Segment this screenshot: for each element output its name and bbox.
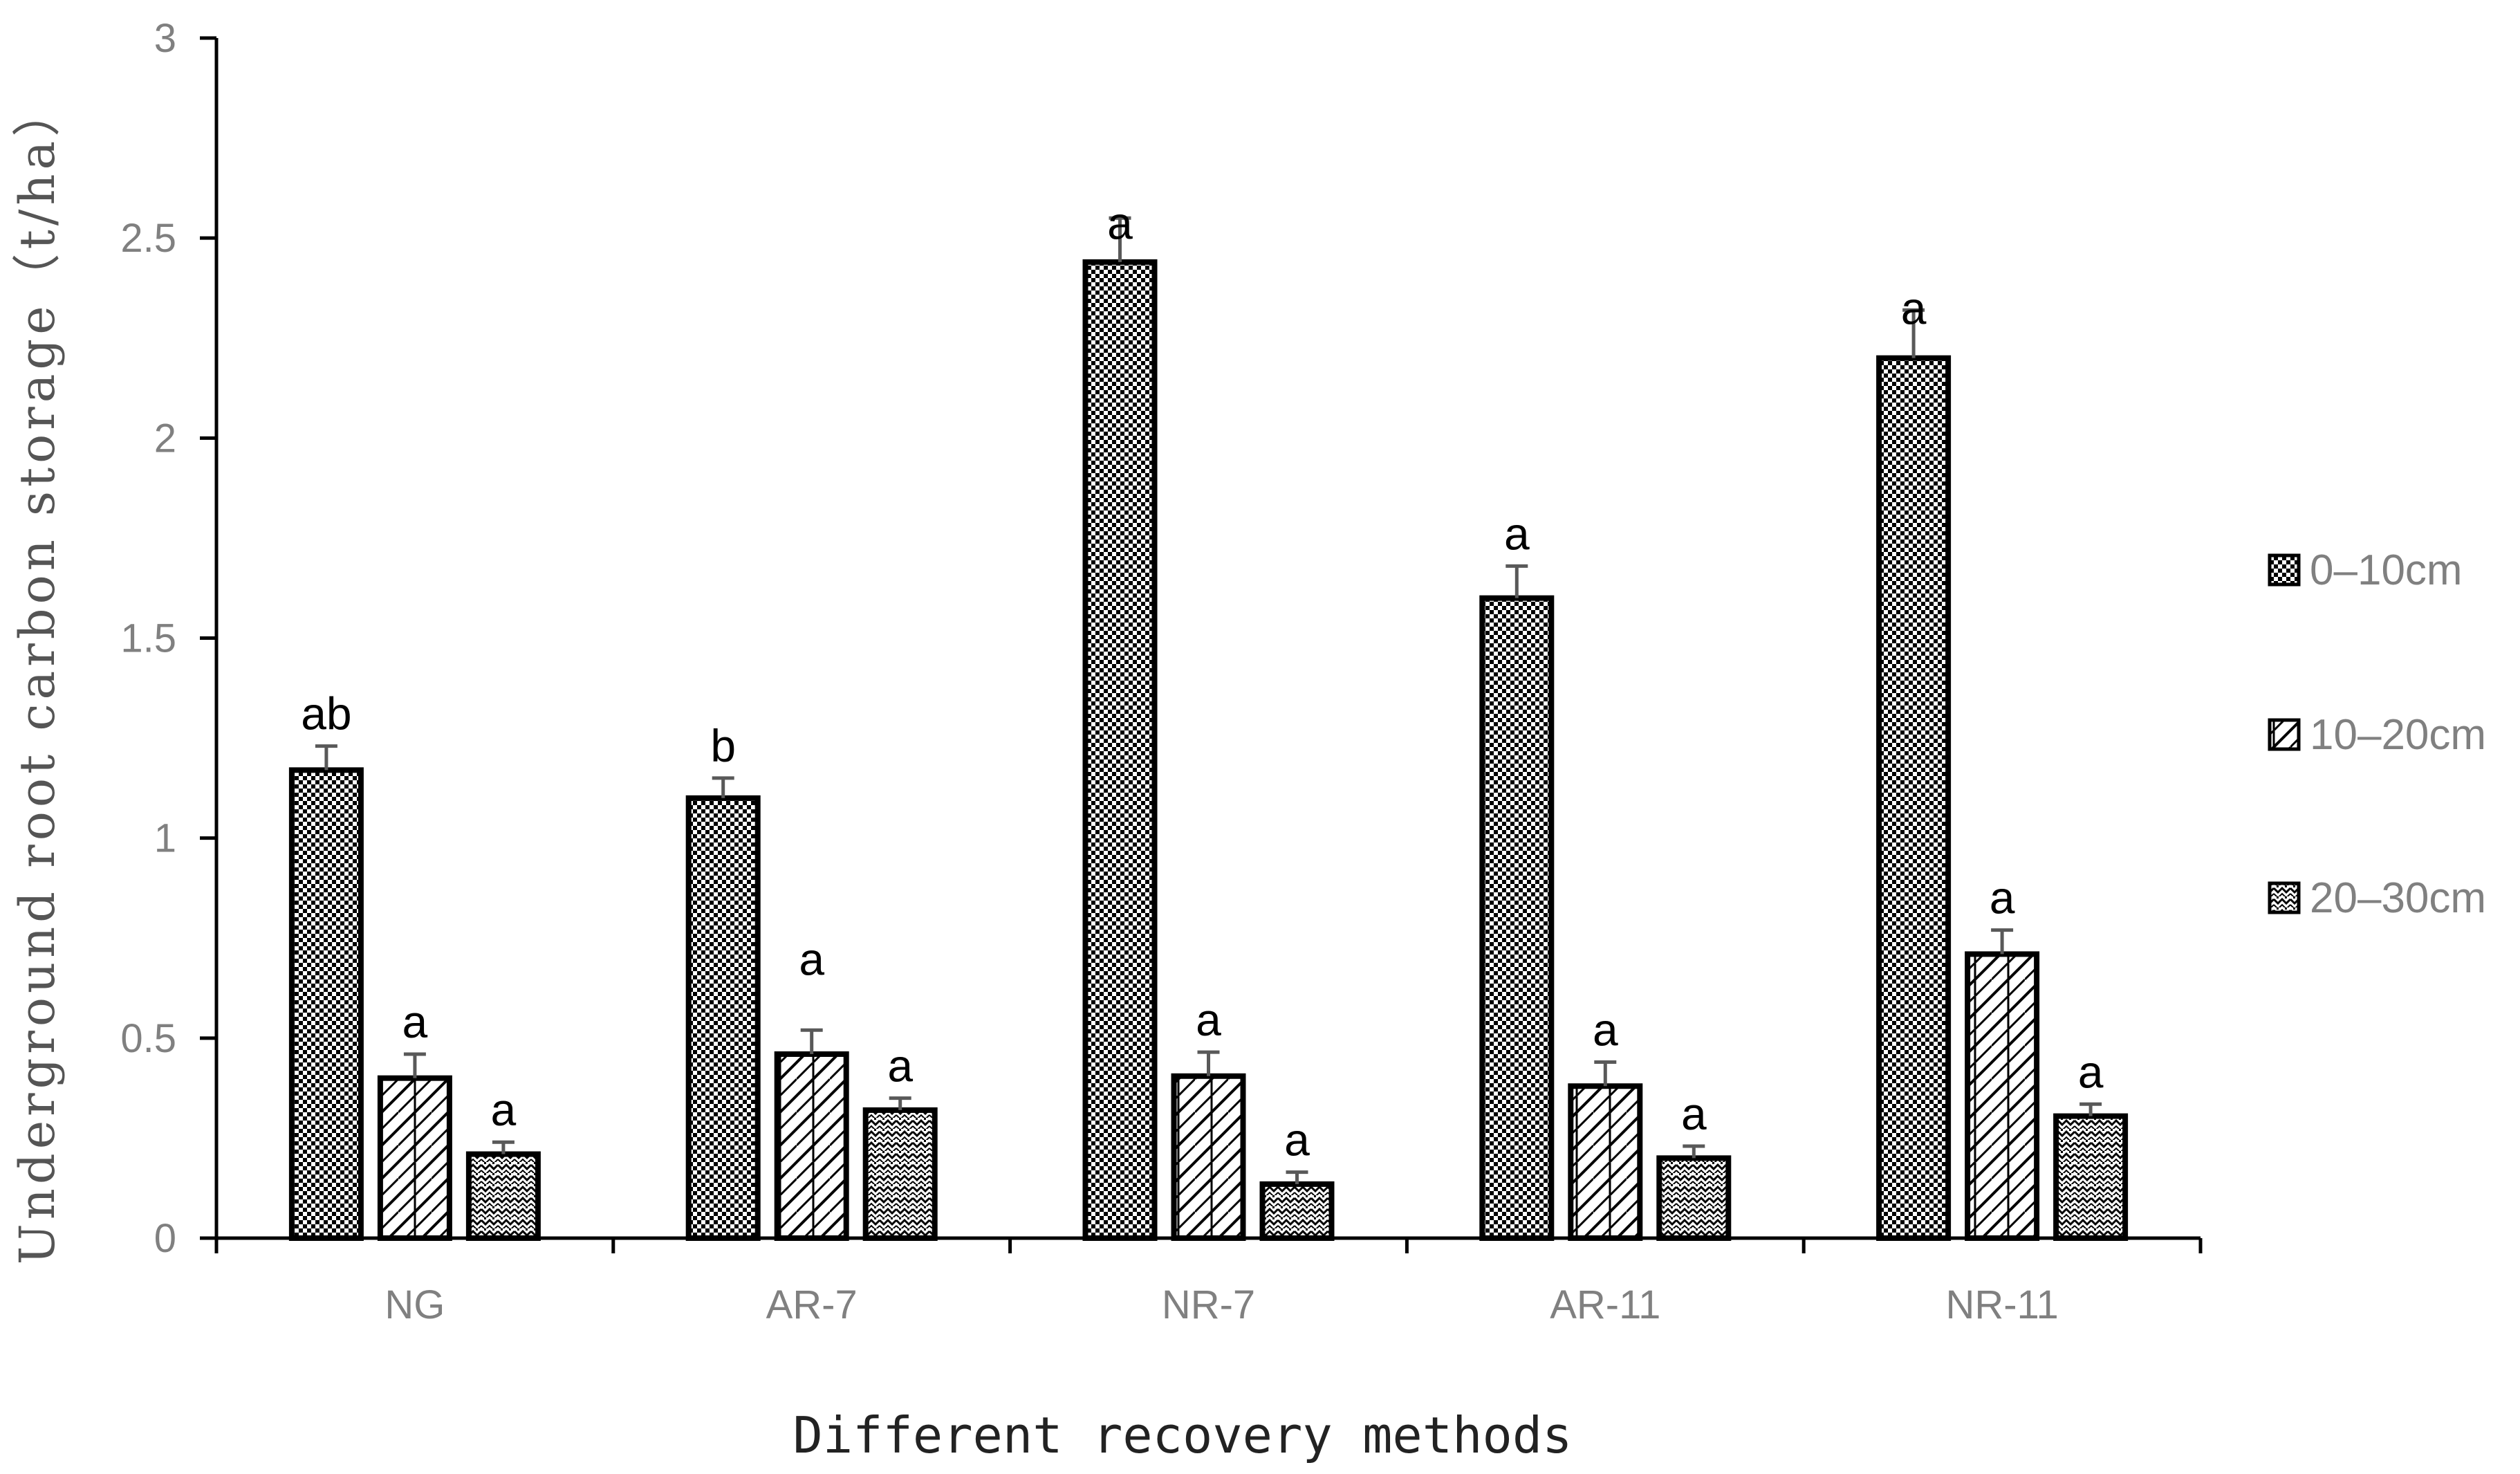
x-axis-title: Different recovery methods [793, 1406, 1572, 1464]
y-tick-label: 0.5 [120, 1016, 176, 1061]
significance-letter: a [1990, 872, 2015, 923]
legend-item: 10–20cm [2268, 711, 2486, 759]
significance-letter: a [1196, 994, 1221, 1045]
bar-0-10cm-NG [288, 767, 364, 1241]
category-label: AR-7 [766, 1282, 858, 1327]
y-tick-label: 1.5 [120, 616, 176, 661]
significance-letter: a [1681, 1088, 1707, 1139]
legend-swatch [2268, 553, 2301, 587]
significance-letter: a [1901, 282, 1927, 333]
bar-20-30cm-AR-7 [862, 1107, 938, 1242]
category-label: NR-7 [1162, 1282, 1255, 1327]
bar-0-10cm-NR-7 [1082, 259, 1158, 1241]
y-tick-label: 0 [154, 1216, 176, 1261]
plot-area: ab b a a a a a a a a a a a a a [288, 197, 2129, 1242]
legend-swatch [2268, 718, 2301, 751]
significance-letter: a [1284, 1114, 1310, 1166]
legend: 0–10cm 10–20cm 20–30cm [2268, 546, 2486, 922]
bar-10-20cm-NR-11 [1965, 951, 2040, 1241]
legend-label: 0–10cm [2310, 546, 2463, 594]
y-tick-label: 2.5 [120, 216, 176, 261]
significance-letter: a [402, 996, 428, 1047]
bar-20-30cm-NR-7 [1259, 1181, 1335, 1242]
y-tick-label: 2 [154, 416, 176, 461]
bar-20-30cm-AR-11 [1656, 1155, 1732, 1242]
bar-10-20cm-AR-7 [774, 1051, 849, 1241]
significance-letter: a [887, 1040, 913, 1091]
significance-letter: ab [301, 688, 351, 739]
bar-10-20cm-AR-11 [1568, 1083, 1643, 1241]
significance-letter: a [1504, 508, 1530, 559]
bar-10-20cm-NG [377, 1075, 452, 1241]
significance-letter: a [799, 933, 824, 984]
y-tick-label: 3 [154, 16, 176, 61]
y-axis-title: Underground root carbon storage（t/ha） [9, 84, 66, 1264]
category-label: NR-11 [1945, 1282, 2058, 1327]
significance-letter: a [1107, 197, 1133, 248]
bar-0-10cm-NR-11 [1876, 355, 1952, 1242]
legend-label: 10–20cm [2310, 711, 2486, 759]
significance-letter: a [491, 1084, 517, 1135]
legend-label: 20–30cm [2310, 874, 2486, 922]
legend-item: 20–30cm [2268, 874, 2486, 922]
bar-20-30cm-NR-11 [2053, 1113, 2129, 1241]
significance-letter: a [2078, 1046, 2104, 1097]
category-label: AR-11 [1550, 1282, 1660, 1327]
category-label: NG [385, 1282, 445, 1327]
axes: 0 0.5 1 1.5 2 2.5 3 NG AR-7 NR-7 AR-11 NR-11 [120, 16, 2203, 1327]
significance-letter: a [1593, 1004, 1618, 1056]
bar-10-20cm-NR-7 [1171, 1073, 1246, 1242]
bar-20-30cm-NG [465, 1151, 541, 1242]
legend-swatch [2268, 881, 2301, 914]
bar-0-10cm-AR-7 [685, 795, 761, 1242]
y-tick-label: 1 [154, 816, 176, 861]
bar-0-10cm-AR-11 [1479, 595, 1555, 1241]
significance-letter: b [710, 720, 736, 771]
legend-item: 0–10cm [2268, 546, 2463, 594]
